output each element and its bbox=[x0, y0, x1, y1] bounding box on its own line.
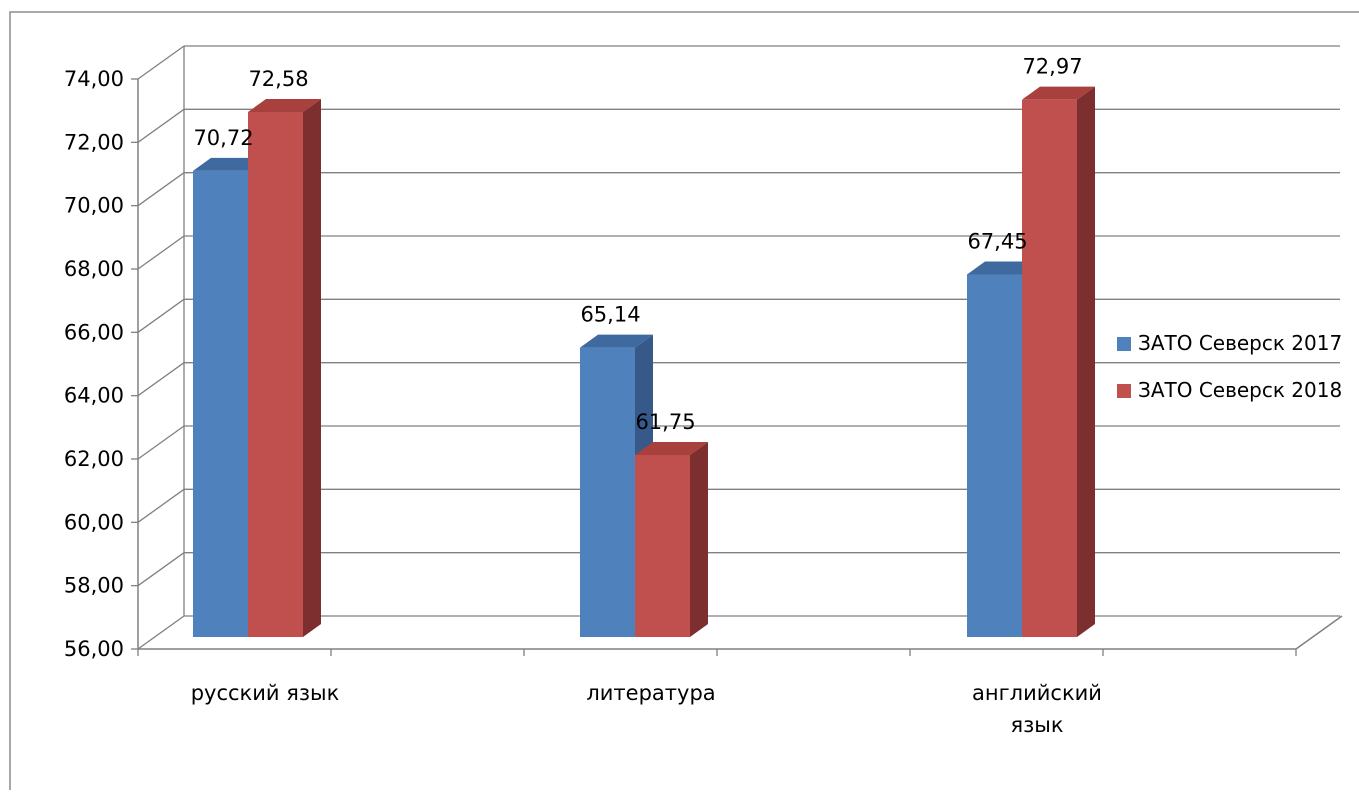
gridline-side bbox=[137, 298, 185, 333]
gridline-side bbox=[137, 108, 185, 143]
bar-top bbox=[580, 334, 653, 348]
legend-swatch bbox=[1117, 384, 1131, 398]
bar bbox=[193, 170, 248, 637]
bar bbox=[248, 112, 303, 638]
gridline-side bbox=[137, 615, 185, 650]
bar bbox=[580, 347, 635, 637]
bar-top bbox=[635, 441, 708, 455]
y-tick-label: 64,00 bbox=[64, 384, 124, 408]
legend-swatch bbox=[1117, 337, 1131, 351]
y-tick-label: 70,00 bbox=[64, 194, 124, 218]
y-tick-label: 58,00 bbox=[64, 574, 124, 598]
bar bbox=[1022, 99, 1077, 637]
data-label: 70,72 bbox=[193, 126, 253, 150]
legend-label: ЗАТО Северск 2017 bbox=[1138, 331, 1342, 355]
bar bbox=[635, 454, 690, 637]
gridline-side bbox=[137, 362, 185, 397]
bar-side bbox=[303, 99, 321, 638]
chart-border bbox=[9, 11, 1359, 790]
y-tick-label: 68,00 bbox=[64, 257, 124, 281]
y-tick-label: 60,00 bbox=[64, 510, 124, 534]
bar-side bbox=[1077, 86, 1095, 637]
gridline-side bbox=[137, 425, 185, 460]
x-tick-label: литература bbox=[586, 681, 715, 705]
bar-top bbox=[248, 99, 321, 113]
bar bbox=[967, 274, 1022, 637]
gridline-side bbox=[137, 488, 185, 523]
floor-edge bbox=[1295, 615, 1343, 650]
y-tick-label: 66,00 bbox=[64, 320, 124, 344]
x-tick-label: английский язык bbox=[972, 681, 1102, 737]
x-tick-label: русский язык bbox=[191, 681, 340, 705]
gridline-side bbox=[137, 172, 185, 207]
y-tick-label: 62,00 bbox=[64, 447, 124, 471]
data-label: 65,14 bbox=[580, 303, 640, 327]
gridline-side bbox=[137, 45, 185, 80]
bar-side bbox=[690, 441, 708, 637]
bar-top bbox=[967, 261, 1040, 275]
data-label: 61,75 bbox=[635, 410, 695, 434]
legend-label: ЗАТО Северск 2018 bbox=[1138, 378, 1342, 402]
y-tick-label: 72,00 bbox=[64, 130, 124, 154]
data-label: 72,58 bbox=[248, 67, 308, 91]
y-tick-label: 74,00 bbox=[64, 67, 124, 91]
bar-top bbox=[193, 157, 266, 171]
gridline-side bbox=[137, 552, 185, 587]
data-label: 67,45 bbox=[967, 229, 1027, 253]
bar-top bbox=[1022, 86, 1095, 100]
y-tick-label: 56,00 bbox=[64, 637, 124, 661]
data-label: 72,97 bbox=[1022, 55, 1082, 79]
gridline-side bbox=[137, 235, 185, 270]
